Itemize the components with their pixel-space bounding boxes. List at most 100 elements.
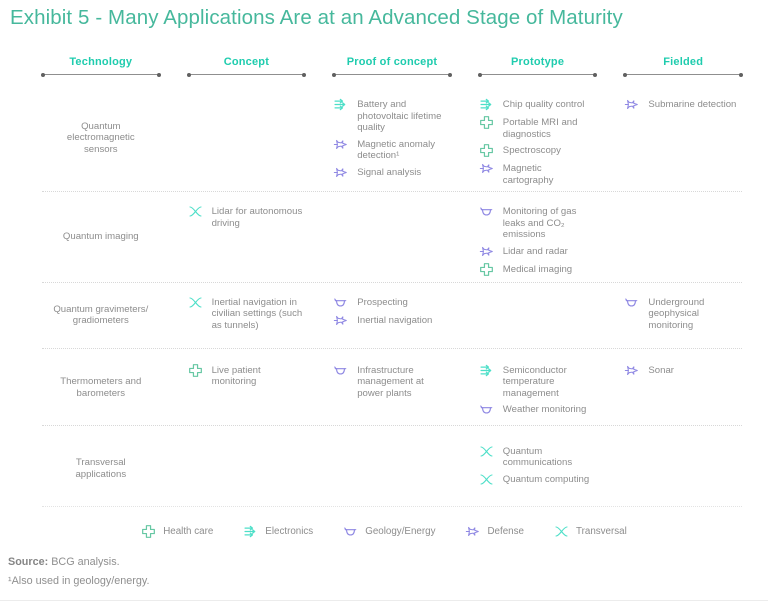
legend-item-health: Health care (141, 524, 213, 539)
legend-item-electronics: Electronics (243, 524, 313, 539)
application-item: Monitoring of gas leaks and CO₂ emission… (479, 206, 597, 241)
prototype-cell: Monitoring of gas leaks and CO₂ emission… (479, 206, 597, 282)
transversal-icon (554, 524, 569, 539)
transversal-icon (479, 472, 494, 487)
column-header-prototype: Prototype (477, 56, 597, 77)
prototype-cell: Semiconductor temperature management Weat… (479, 364, 597, 425)
application-item: Battery and photovoltaic lifetime qualit… (333, 98, 451, 134)
column-header-label: Proof of concept (346, 56, 438, 68)
source-label: Source: (8, 556, 49, 568)
geology-icon (479, 402, 494, 417)
column-header-label: Concept (223, 56, 270, 68)
proof-of-concept-cell (333, 446, 451, 506)
technology-cell: Quantum gravimeters/ gradiometers (42, 297, 160, 348)
matrix-row-4: Thermometers and barometers Live patient … (42, 349, 742, 426)
application-item-label: Portable MRI and diagnostics (502, 117, 578, 140)
application-item: Chip quality control (479, 98, 597, 112)
technology-label: Transversal applications (75, 457, 127, 480)
application-item-label: Battery and photovoltaic lifetime qualit… (357, 99, 442, 133)
defense-icon (333, 313, 348, 328)
footer: Source: BCG analysis. ¹Also used in geol… (8, 556, 149, 587)
application-item-label: Underground geophysical monitoring (648, 296, 705, 331)
application-item-label: Lidar for autonomous driving (211, 206, 303, 229)
matrix-rows: Quantum electromagnetic sensors Battery a… (42, 75, 742, 507)
legend-item-geology: Geology/Energy (343, 524, 435, 539)
footnote: ¹Also used in geology/energy. (8, 575, 150, 587)
legend-item-transversal: Transversal (554, 524, 627, 539)
geology-icon (343, 524, 358, 539)
concept-cell: Lidar for autonomous driving (188, 206, 306, 282)
application-item-label: Spectroscopy (502, 145, 561, 156)
application-item: Magnetic anomaly detection¹ (333, 139, 451, 162)
application-item: Infrastructure management at power plant… (333, 365, 451, 400)
application-item: Lidar and radar (479, 246, 597, 259)
column-header-label: Prototype (511, 56, 565, 68)
health-icon (479, 143, 494, 158)
technology-cell: Quantum electromagnetic sensors (42, 99, 160, 191)
stage-axis-line (623, 72, 743, 77)
health-icon (188, 363, 203, 378)
application-item: Portable MRI and diagnostics (479, 115, 597, 140)
defense-icon (333, 165, 348, 180)
application-item-label: Quantum communications (502, 445, 573, 469)
proof-of-concept-cell: Battery and photovoltaic lifetime qualit… (333, 98, 451, 191)
prototype-cell: Quantum communications Quantum computing (479, 446, 597, 506)
legend-item-defense: Defense (465, 524, 524, 539)
application-item: Sonar (624, 365, 742, 378)
defense-icon (479, 244, 494, 259)
source-line: Source: BCG analysis. (8, 556, 149, 568)
legend-label: Health care (163, 526, 214, 537)
stage-axis-line (332, 72, 452, 77)
application-item-label: Submarine detection (648, 99, 737, 110)
technology-cell: Transversal applications (42, 446, 160, 506)
application-item: Live patient monitoring (188, 363, 306, 388)
application-item-label: Chip quality control (502, 99, 585, 110)
health-icon (479, 115, 494, 130)
application-item-label: Inertial navigation in civilian settings… (211, 296, 303, 331)
column-header-label: Fielded (663, 56, 704, 68)
application-item: Quantum communications (479, 446, 597, 469)
matrix-row-2: Quantum imaging Lidar for autonomous driv… (42, 192, 742, 283)
fielded-cell: Submarine detection (624, 99, 742, 191)
concept-cell (188, 99, 306, 191)
application-item: Submarine detection (624, 99, 742, 112)
geology-icon (624, 295, 639, 310)
icon-legend: Health care Electronics Geology/Energy Defe… (0, 524, 768, 539)
geology-icon (333, 295, 348, 310)
stage-header-row: Technology Concept Proof of concept Prototy… (41, 56, 743, 77)
stage-axis-line (186, 72, 306, 77)
application-item-label: Magnetic anomaly detection¹ (357, 138, 436, 162)
exhibit-title: Exhibit 5 - Many Applications Are at an … (10, 6, 623, 29)
application-item-label: Magnetic cartography (502, 163, 554, 186)
matrix-row-3: Quantum gravimeters/ gradiometers Inertia… (42, 283, 742, 349)
defense-icon (624, 97, 639, 112)
application-item-label: Infrastructure management at power plant… (357, 364, 424, 399)
fielded-cell (624, 206, 742, 282)
column-header-concept: Concept (186, 56, 306, 77)
application-item: Spectroscopy (479, 143, 597, 158)
defense-icon (624, 363, 639, 378)
stage-axis-line (477, 72, 597, 77)
concept-cell: Inertial navigation in civilian settings… (188, 297, 306, 348)
stage-axis-line (41, 72, 161, 77)
column-header-technology: Technology (41, 56, 161, 77)
defense-icon (333, 137, 348, 152)
legend-label: Defense (487, 526, 524, 537)
matrix-row-5: Transversal applications Quantum communic… (42, 426, 742, 507)
fielded-cell: Underground geophysical monitoring (624, 297, 742, 348)
application-item: Inertial navigation in civilian settings… (188, 297, 306, 332)
application-item: Underground geophysical monitoring (624, 297, 742, 332)
legend-label: Geology/Energy (365, 526, 436, 537)
health-icon (141, 524, 156, 539)
application-item-label: Sonar (648, 364, 674, 376)
fielded-cell (624, 446, 742, 506)
application-item: Inertial navigation (333, 315, 451, 328)
transversal-icon (479, 444, 494, 459)
application-item: Quantum computing (479, 474, 597, 487)
source-text: BCG analysis. (51, 556, 120, 568)
application-item: Signal analysis (333, 167, 451, 180)
fielded-cell: Sonar (624, 365, 742, 425)
electronics-icon (243, 524, 258, 539)
application-item: Lidar for autonomous driving (188, 206, 306, 229)
proof-of-concept-cell (333, 206, 451, 282)
